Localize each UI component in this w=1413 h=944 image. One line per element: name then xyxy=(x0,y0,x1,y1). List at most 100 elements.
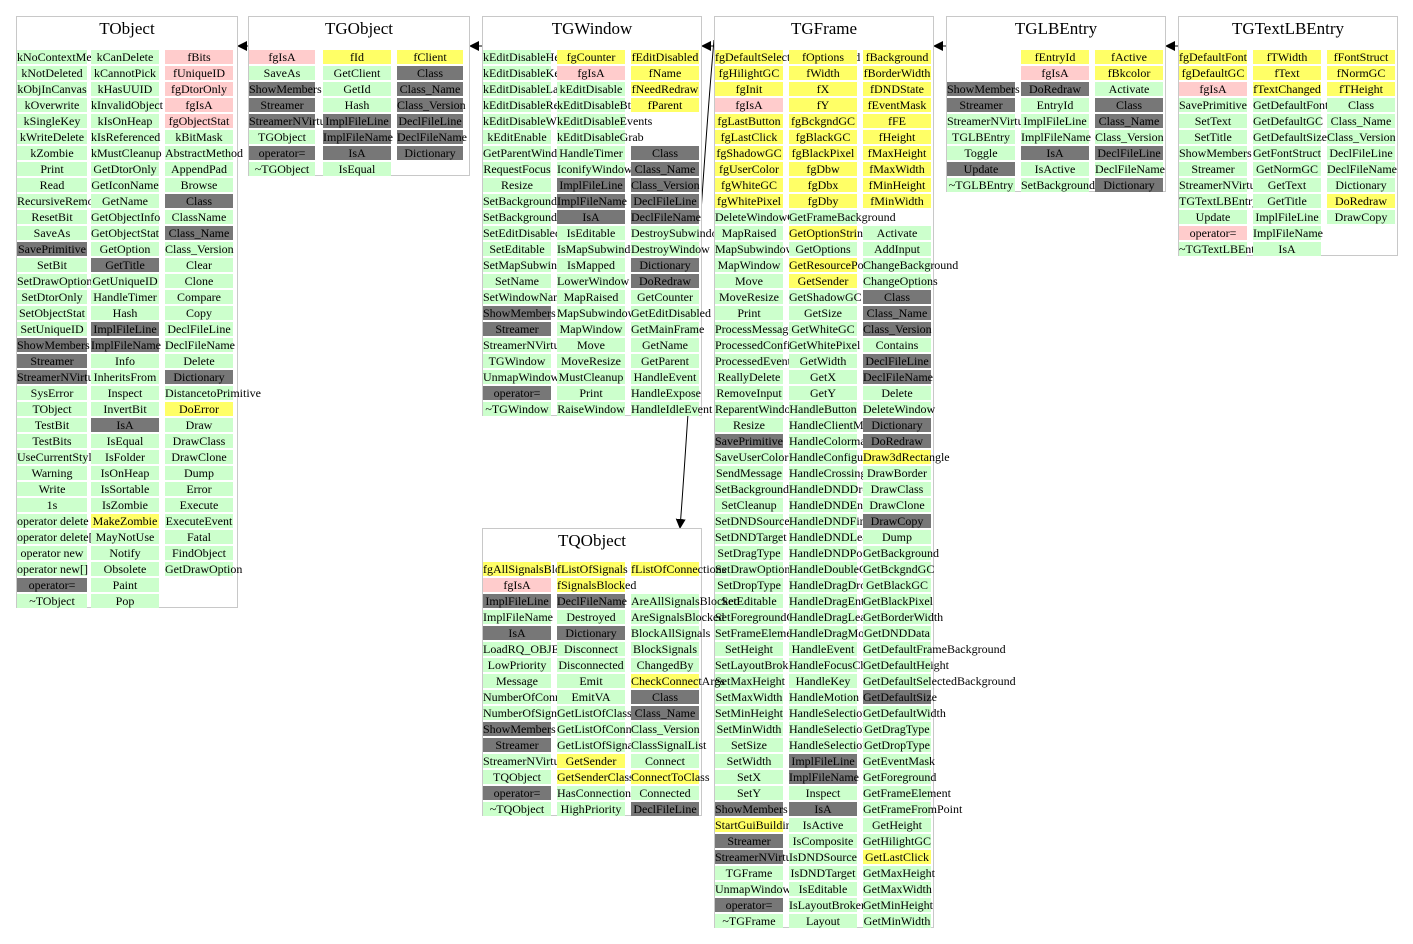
member-cell: HandleDragLeave xyxy=(789,610,877,624)
member-cell: MapSubwindows xyxy=(715,242,800,256)
member-cell: GetDtorOnly xyxy=(91,162,159,176)
member-cell: SetMaxHeight xyxy=(715,674,785,688)
member-cell: HandleEvent xyxy=(789,642,857,656)
member-cell: GetEventMask xyxy=(863,754,935,768)
member-cell: Activate xyxy=(863,226,931,240)
member-cell: TObject xyxy=(17,402,87,416)
member-cell: Class_Name xyxy=(1095,114,1163,128)
member-cell: fgLastClick xyxy=(715,130,783,144)
member-cell: ImplFileName xyxy=(1253,226,1323,240)
member-cell: GetClient xyxy=(323,66,391,80)
member-cell: RaiseWindow xyxy=(557,402,625,416)
member-cell: SaveUserColor xyxy=(715,450,789,464)
member-cell: GetMaxHeight xyxy=(863,866,935,880)
member-cell: fNormGC xyxy=(1327,66,1395,80)
member-cell: Browse xyxy=(165,178,233,192)
member-cell: GetDefaultWidth xyxy=(863,706,946,720)
member-cell: AddInput xyxy=(863,242,931,256)
member-cell: SetY xyxy=(715,786,783,800)
member-cell: StartGuiBuilding xyxy=(715,818,798,832)
member-cell: Warning xyxy=(17,466,87,480)
member-cell: IsMapSubwindows xyxy=(557,242,650,256)
member-cell: GetSender xyxy=(789,274,857,288)
class-box-tqobject: TQObject fgAllSignalsBlocked fgIsA ImplFil… xyxy=(482,528,740,816)
member-cell: HandleDragMotion xyxy=(789,626,883,640)
member-cell: HandleDoubleClick xyxy=(789,562,885,576)
member-cell: ShowMembers xyxy=(1179,146,1252,160)
member-cell: HandleButton xyxy=(789,402,857,416)
member-cell: fgUserColor xyxy=(715,162,783,176)
member-cell: ~TGObject xyxy=(249,162,315,176)
member-cell: fName xyxy=(631,66,699,80)
member-cell: GetBckgndGC xyxy=(863,562,935,576)
member-cell: ClassName xyxy=(165,210,233,224)
member-cell: SavePrimitive xyxy=(1179,98,1247,112)
member-cell: Error xyxy=(165,482,233,496)
member-cell: MakeZombie xyxy=(91,514,159,528)
member-cell: fMaxHeight xyxy=(863,146,931,160)
member-cell: Clear xyxy=(165,258,233,272)
member-cell: fWidth xyxy=(789,66,857,80)
member-cell: kSingleKey xyxy=(17,114,87,128)
member-cell: DrawCopy xyxy=(1327,210,1395,224)
member-cell: Class_Version xyxy=(1095,130,1164,144)
member-cell: DeclFileLine xyxy=(863,354,931,368)
class-title: TGLBEntry xyxy=(1014,19,1098,38)
member-cell: fTHeight xyxy=(1327,82,1395,96)
member-cell: ResetBit xyxy=(17,210,87,224)
member-cell: fgWhitePixel xyxy=(715,194,783,208)
member-cell: Resize xyxy=(715,418,783,432)
member-cell: DestroySubwindows xyxy=(631,226,732,240)
member-cell: TGLBEntry xyxy=(947,130,1015,144)
member-cell: ExecuteEvent xyxy=(165,514,233,528)
member-cell: ImplFileName xyxy=(323,130,393,144)
member-cell: Activate xyxy=(1095,82,1163,96)
member-cell: fgDbw xyxy=(789,162,857,176)
member-cell: HandleSelectionClear xyxy=(789,722,895,736)
member-cell: Draw xyxy=(165,418,233,432)
member-cell: ImplFileName xyxy=(557,194,627,208)
member-cell: GetListOfSignals xyxy=(557,738,641,752)
member-cell: StreamerNVirtual xyxy=(249,114,335,128)
member-cell: DeleteWindowCalled xyxy=(715,210,819,224)
member-cell: Dump xyxy=(165,466,233,480)
member-cell: GetOptionString xyxy=(789,226,869,240)
member-cell: DeclFileLine xyxy=(1327,146,1395,160)
member-cell: GetFrameElement xyxy=(863,786,951,800)
member-cell: fgIsA xyxy=(483,578,551,592)
member-cell: Class xyxy=(1327,98,1395,112)
member-cell: ProcessMessage xyxy=(715,322,794,336)
member-cell: MoveResize xyxy=(557,354,625,368)
member-cell: Fatal xyxy=(165,530,233,544)
member-cell: ~TObject xyxy=(17,594,87,608)
member-cell: ~TQObject xyxy=(483,802,551,816)
member-cell: Layout xyxy=(789,914,857,928)
member-cell: IsEditable xyxy=(789,882,857,896)
member-cell: SetEditDisabled xyxy=(483,226,561,240)
member-cell: ImplFileName xyxy=(91,338,161,352)
member-cell: SetEditable xyxy=(483,242,551,256)
member-cell: TestBit xyxy=(17,418,87,432)
member-cell: Obsolete xyxy=(91,562,159,576)
member-cell: GetMinHeight xyxy=(863,898,933,912)
member-cell: BlockAllSignals xyxy=(631,626,711,640)
member-cell: kEditDisableLayout xyxy=(483,82,580,96)
member-cell: kEditDisableWidth xyxy=(483,114,576,128)
member-cell: fActive xyxy=(1095,50,1163,64)
member-cell: GetFrameFromPoint xyxy=(863,802,963,816)
member-cell: StreamerNVirtual xyxy=(947,114,1033,128)
member-cell: ConnectToClass xyxy=(631,770,710,784)
member-cell: SetMapSubwindows xyxy=(483,258,583,272)
member-cell: kIsReferenced xyxy=(91,130,161,144)
member-cell: HandleTimer xyxy=(557,146,625,160)
member-cell: ImplFileName xyxy=(483,610,553,624)
member-cell: GetLastClick xyxy=(863,850,931,864)
member-cell: DeclFileLine xyxy=(631,802,699,816)
member-cell: GetDefaultGC xyxy=(1253,114,1323,128)
member-cell: GetListOfConnections xyxy=(557,722,666,736)
member-cell: IsA xyxy=(789,802,857,816)
member-cell: MapSubwindows xyxy=(557,306,642,320)
member-cell: ~TGWindow xyxy=(483,402,551,416)
member-cell: HighPriority xyxy=(557,802,625,816)
member-cell: HandleDNDPosition xyxy=(789,546,889,560)
